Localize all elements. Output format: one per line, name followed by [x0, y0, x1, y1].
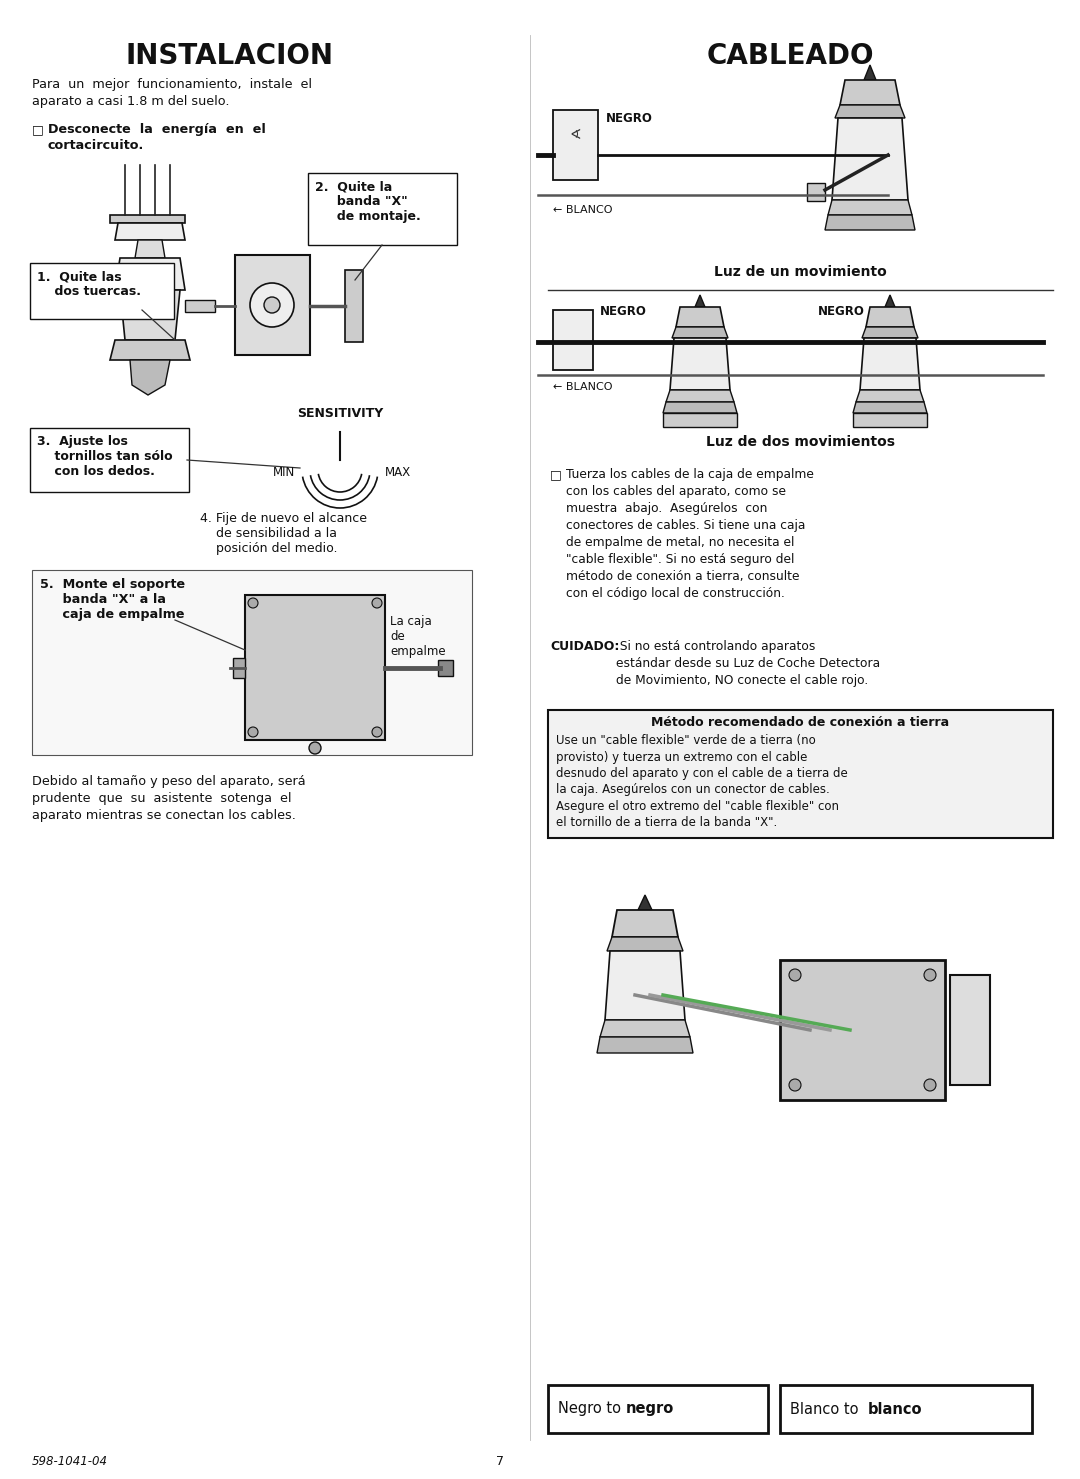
Bar — [235, 254, 310, 355]
Polygon shape — [114, 257, 185, 290]
Text: ∢: ∢ — [569, 129, 581, 142]
Bar — [853, 413, 927, 427]
Text: Luz de dos movimientos: Luz de dos movimientos — [705, 435, 894, 450]
Text: NEGRO: NEGRO — [600, 305, 647, 318]
Polygon shape — [638, 895, 652, 910]
Text: cortacircuito.: cortacircuito. — [48, 139, 145, 152]
Polygon shape — [862, 327, 918, 339]
FancyBboxPatch shape — [30, 427, 189, 493]
Polygon shape — [120, 290, 180, 340]
Text: 598-1041-04: 598-1041-04 — [32, 1455, 108, 1469]
Bar — [780, 960, 945, 1100]
Bar — [245, 595, 384, 740]
Circle shape — [372, 728, 382, 737]
Text: Si no está controlando aparatos
estándar desde su Luz de Coche Detectora
de Movi: Si no está controlando aparatos estándar… — [616, 640, 880, 688]
Polygon shape — [672, 327, 728, 339]
Text: blanco: blanco — [868, 1402, 922, 1417]
Circle shape — [248, 598, 258, 608]
Polygon shape — [135, 240, 165, 257]
Text: Debido al tamaño y peso del aparato, será
prudente  que  su  asistente  sotenga : Debido al tamaño y peso del aparato, ser… — [32, 775, 306, 822]
Bar — [553, 311, 593, 370]
Polygon shape — [612, 910, 678, 938]
Polygon shape — [663, 402, 737, 413]
Text: 5.  Monte el soporte
     banda "X" a la
     caja de empalme: 5. Monte el soporte banda "X" a la caja … — [40, 578, 185, 621]
Bar — [110, 214, 185, 223]
Text: 2.  Quite la
     banda "X"
     de montaje.: 2. Quite la banda "X" de montaje. — [315, 180, 421, 223]
Text: Desconecte  la  energía  en  el: Desconecte la energía en el — [48, 123, 266, 136]
Text: NEGRO: NEGRO — [818, 305, 865, 318]
Text: 7: 7 — [496, 1455, 504, 1469]
Bar — [807, 183, 825, 201]
Polygon shape — [666, 390, 734, 402]
Polygon shape — [860, 339, 920, 390]
Polygon shape — [866, 308, 914, 327]
Polygon shape — [864, 65, 876, 80]
Bar — [345, 271, 363, 342]
Text: □: □ — [32, 123, 44, 136]
Polygon shape — [832, 118, 908, 200]
Text: MIN: MIN — [273, 466, 295, 479]
Circle shape — [249, 282, 294, 327]
Polygon shape — [670, 339, 730, 390]
Text: Use un "cable flexible" verde de a tierra (no
provisto) y tuerza un extremo con : Use un "cable flexible" verde de a tierr… — [556, 734, 848, 830]
Polygon shape — [696, 294, 705, 308]
Bar — [780, 1384, 1032, 1433]
Text: Luz de un movimiento: Luz de un movimiento — [714, 265, 887, 280]
Polygon shape — [600, 1021, 690, 1037]
Text: negro: negro — [626, 1402, 674, 1417]
Text: ← BLANCO: ← BLANCO — [553, 382, 612, 392]
Circle shape — [789, 969, 801, 981]
Text: INSTALACION: INSTALACION — [126, 41, 334, 70]
Polygon shape — [828, 200, 912, 214]
Polygon shape — [597, 1037, 693, 1053]
Text: 3.  Ajuste los
    tornillos tan sólo
    con los dedos.: 3. Ajuste los tornillos tan sólo con los… — [37, 435, 173, 478]
Text: CUIDADO:: CUIDADO: — [550, 640, 619, 654]
Polygon shape — [835, 105, 905, 118]
Bar — [32, 569, 472, 754]
Text: Blanco to: Blanco to — [789, 1402, 863, 1417]
Text: La caja
de
empalme: La caja de empalme — [390, 615, 446, 658]
Polygon shape — [825, 214, 915, 231]
Circle shape — [372, 598, 382, 608]
Text: Negro to: Negro to — [558, 1402, 625, 1417]
Text: Método recomendado de conexión a tierra: Método recomendado de conexión a tierra — [651, 716, 949, 729]
Polygon shape — [856, 390, 924, 402]
Bar — [185, 300, 215, 312]
Bar — [553, 109, 598, 180]
Circle shape — [248, 728, 258, 737]
Polygon shape — [840, 80, 900, 105]
Text: SENSITIVITY: SENSITIVITY — [297, 407, 383, 420]
Circle shape — [924, 1080, 936, 1092]
Bar — [950, 975, 990, 1086]
Circle shape — [789, 1080, 801, 1092]
Text: ← BLANCO: ← BLANCO — [553, 206, 612, 214]
Circle shape — [264, 297, 280, 314]
Text: NEGRO: NEGRO — [606, 112, 653, 126]
Text: Tuerza los cables de la caja de empalme
con los cables del aparato, como se
mues: Tuerza los cables de la caja de empalme … — [566, 467, 814, 600]
Bar — [438, 660, 453, 676]
Polygon shape — [676, 308, 724, 327]
Text: Para  un  mejor  funcionamiento,  instale  el
aparato a casi 1.8 m del suelo.: Para un mejor funcionamiento, instale el… — [32, 78, 312, 108]
Text: CABLEADO: CABLEADO — [706, 41, 874, 70]
Bar — [548, 1384, 768, 1433]
Polygon shape — [607, 938, 683, 951]
Bar — [548, 710, 1053, 839]
Polygon shape — [605, 951, 685, 1021]
Bar — [233, 658, 245, 677]
Text: MAX: MAX — [384, 466, 411, 479]
FancyBboxPatch shape — [308, 173, 457, 246]
Polygon shape — [885, 294, 895, 308]
Bar — [663, 413, 737, 427]
Text: □: □ — [550, 467, 562, 481]
Circle shape — [309, 742, 321, 754]
FancyBboxPatch shape — [30, 263, 174, 319]
Text: 1.  Quite las
    dos tuercas.: 1. Quite las dos tuercas. — [37, 271, 141, 297]
Polygon shape — [114, 223, 185, 240]
Polygon shape — [130, 359, 170, 395]
Polygon shape — [853, 402, 927, 413]
Circle shape — [924, 969, 936, 981]
Polygon shape — [110, 340, 190, 359]
Text: 4. Fije de nuevo el alcance
    de sensibilidad a la
    posición del medio.: 4. Fije de nuevo el alcance de sensibili… — [200, 512, 367, 555]
